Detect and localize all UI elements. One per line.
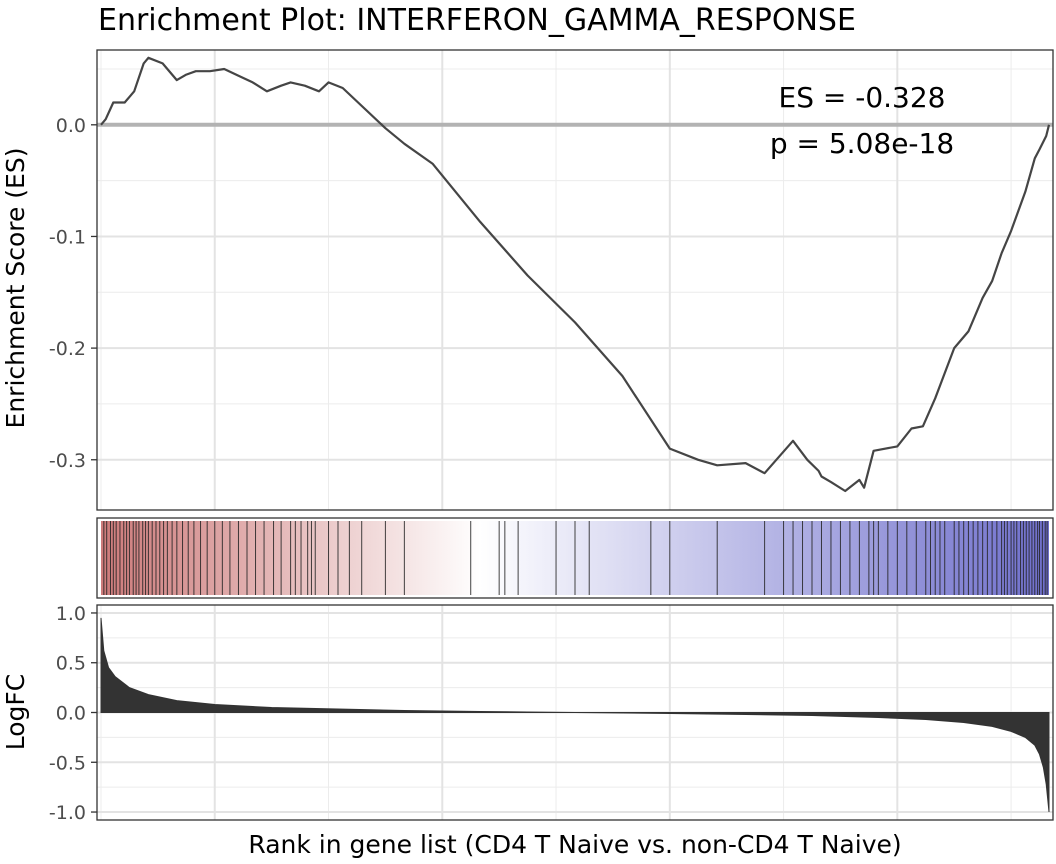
gene-rank-bar-panel [96, 517, 1054, 599]
es-y-tick-label: 0.0 [56, 115, 86, 137]
fc-y-tick-label: -0.5 [49, 752, 86, 774]
es-y-tick-label: -0.2 [49, 338, 86, 360]
gene-hit-lines [103, 521, 1048, 595]
fc-y-tick-label: -1.0 [49, 802, 86, 824]
enrichment-score-panel: ES = -0.328 p = 5.08e-18 0.0 -0.1 -0.2 -0.3… [1, 49, 1054, 511]
fc-y-tick-label: 0.5 [56, 653, 86, 675]
fc-y-tick-label: 1.0 [56, 603, 86, 625]
x-axis-label: Rank in gene list (CD4 T Naive vs. non-C… [248, 830, 901, 859]
p-value-annotation: p = 5.08e-18 [770, 127, 954, 160]
logfc-area [100, 617, 1050, 813]
fc-y-axis: 1.0 0.5 0.0 -0.5 -1.0 [49, 603, 97, 824]
es-panel-border [96, 49, 1054, 511]
es-value-annotation: ES = -0.328 [779, 81, 946, 114]
logfc-panel: 1.0 0.5 0.0 -0.5 -1.0 LogFC Rank in gene lis… [1, 603, 1054, 859]
chart-title: Enrichment Plot: INTERFERON_GAMMA_RESPON… [98, 3, 856, 38]
es-y-tick-label: -0.1 [49, 226, 86, 248]
es-y-tick-label: -0.3 [49, 450, 86, 472]
fc-y-axis-label: LogFC [1, 674, 30, 751]
es-panel-background [97, 50, 1053, 510]
es-y-axis: 0.0 -0.1 -0.2 -0.3 [49, 115, 97, 472]
es-y-axis-label: Enrichment Score (ES) [1, 148, 30, 429]
fc-y-tick-label: 0.0 [56, 703, 86, 725]
es-running-sum-line [100, 56, 1051, 493]
